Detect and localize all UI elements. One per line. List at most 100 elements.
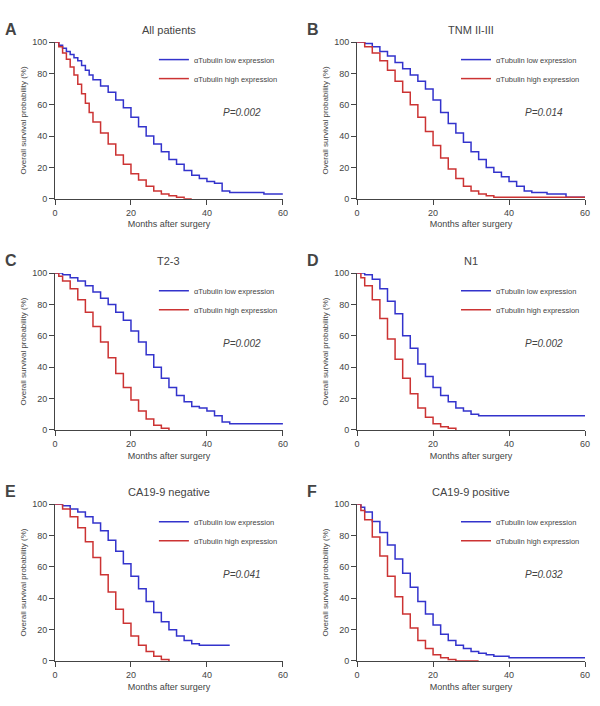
svg-text:F: F (307, 483, 317, 500)
svg-text:100: 100 (334, 37, 349, 47)
svg-text:20: 20 (339, 625, 349, 635)
svg-text:20: 20 (37, 163, 47, 173)
svg-text:αTubulin high expression: αTubulin high expression (194, 306, 277, 315)
svg-text:60: 60 (339, 100, 349, 110)
svg-text:60: 60 (278, 439, 288, 449)
svg-text:20: 20 (428, 439, 438, 449)
svg-text:αTubulin low expression: αTubulin low expression (194, 518, 274, 527)
svg-text:80: 80 (37, 531, 47, 541)
svg-text:N1: N1 (464, 255, 478, 267)
svg-text:P=0.032: P=0.032 (525, 569, 563, 580)
svg-text:80: 80 (37, 69, 47, 79)
svg-text:40: 40 (504, 208, 514, 218)
svg-text:P=0.002: P=0.002 (223, 338, 261, 349)
svg-text:60: 60 (37, 562, 47, 572)
svg-text:100: 100 (32, 37, 47, 47)
svg-text:αTubulin high expression: αTubulin high expression (496, 75, 579, 84)
svg-text:20: 20 (126, 208, 136, 218)
svg-text:Months after surgery: Months after surgery (430, 682, 513, 692)
svg-text:Months after surgery: Months after surgery (430, 451, 513, 461)
svg-text:αTubulin low expression: αTubulin low expression (194, 287, 274, 296)
svg-text:40: 40 (37, 593, 47, 603)
svg-text:αTubulin high expression: αTubulin high expression (496, 306, 579, 315)
svg-text:0: 0 (344, 194, 349, 204)
svg-text:100: 100 (334, 268, 349, 278)
svg-text:60: 60 (278, 208, 288, 218)
svg-text:B: B (307, 21, 319, 38)
svg-text:40: 40 (504, 670, 514, 680)
svg-text:20: 20 (37, 625, 47, 635)
svg-text:αTubulin low expression: αTubulin low expression (496, 518, 576, 527)
svg-text:60: 60 (37, 100, 47, 110)
svg-text:100: 100 (334, 499, 349, 509)
svg-text:0: 0 (42, 656, 47, 666)
svg-text:40: 40 (339, 362, 349, 372)
svg-text:100: 100 (32, 499, 47, 509)
svg-text:0: 0 (52, 439, 57, 449)
svg-text:60: 60 (278, 670, 288, 680)
svg-text:20: 20 (37, 394, 47, 404)
svg-text:Overall survival probability (: Overall survival probability (%) (321, 297, 330, 405)
svg-text:20: 20 (339, 163, 349, 173)
svg-text:Overall survival probability (: Overall survival probability (%) (19, 528, 28, 636)
svg-text:20: 20 (428, 670, 438, 680)
svg-text:αTubulin low expression: αTubulin low expression (496, 56, 576, 65)
svg-text:60: 60 (339, 562, 349, 572)
svg-text:T2-3: T2-3 (157, 255, 180, 267)
svg-text:0: 0 (344, 656, 349, 666)
svg-text:100: 100 (32, 268, 47, 278)
svg-text:C: C (5, 252, 17, 269)
svg-text:0: 0 (355, 439, 360, 449)
svg-text:Overall survival probability (: Overall survival probability (%) (321, 528, 330, 636)
svg-text:0: 0 (355, 670, 360, 680)
svg-text:40: 40 (37, 131, 47, 141)
svg-text:80: 80 (339, 69, 349, 79)
svg-text:P=0.041: P=0.041 (223, 569, 261, 580)
svg-text:0: 0 (355, 208, 360, 218)
svg-text:Months after surgery: Months after surgery (128, 682, 211, 692)
svg-text:E: E (5, 483, 16, 500)
svg-text:20: 20 (339, 394, 349, 404)
svg-text:40: 40 (202, 439, 212, 449)
svg-text:Overall survival probability (: Overall survival probability (%) (321, 66, 330, 174)
svg-text:60: 60 (580, 208, 590, 218)
svg-text:20: 20 (126, 439, 136, 449)
svg-text:0: 0 (52, 208, 57, 218)
svg-text:60: 60 (580, 670, 590, 680)
svg-text:αTubulin high expression: αTubulin high expression (194, 75, 277, 84)
svg-text:0: 0 (344, 425, 349, 435)
svg-text:60: 60 (339, 331, 349, 341)
svg-text:40: 40 (339, 131, 349, 141)
svg-text:60: 60 (580, 439, 590, 449)
svg-text:60: 60 (37, 331, 47, 341)
svg-text:40: 40 (339, 593, 349, 603)
svg-text:P=0.002: P=0.002 (223, 107, 261, 118)
svg-text:80: 80 (37, 300, 47, 310)
svg-text:CA19-9 positive: CA19-9 positive (432, 486, 510, 498)
svg-text:40: 40 (202, 670, 212, 680)
svg-text:80: 80 (339, 300, 349, 310)
svg-text:80: 80 (339, 531, 349, 541)
svg-text:0: 0 (42, 194, 47, 204)
svg-text:Months after surgery: Months after surgery (430, 219, 513, 229)
svg-text:All patients: All patients (142, 24, 196, 36)
svg-text:P=0.002: P=0.002 (525, 338, 563, 349)
svg-text:TNM II-III: TNM II-III (448, 24, 494, 36)
svg-text:Months after surgery: Months after surgery (128, 451, 211, 461)
svg-text:αTubulin low expression: αTubulin low expression (194, 56, 274, 65)
svg-text:40: 40 (202, 208, 212, 218)
svg-text:40: 40 (504, 439, 514, 449)
svg-text:Overall survival probability (: Overall survival probability (%) (19, 66, 28, 174)
svg-text:CA19-9 negative: CA19-9 negative (128, 486, 210, 498)
svg-text:0: 0 (42, 425, 47, 435)
svg-text:Overall survival probability (: Overall survival probability (%) (19, 297, 28, 405)
svg-text:P=0.014: P=0.014 (525, 107, 563, 118)
svg-text:αTubulin high expression: αTubulin high expression (496, 537, 579, 546)
svg-text:αTubulin low expression: αTubulin low expression (496, 287, 576, 296)
svg-text:Months after surgery: Months after surgery (128, 219, 211, 229)
svg-text:20: 20 (428, 208, 438, 218)
svg-text:A: A (5, 21, 17, 38)
svg-text:0: 0 (52, 670, 57, 680)
svg-text:40: 40 (37, 362, 47, 372)
svg-text:D: D (307, 252, 319, 269)
